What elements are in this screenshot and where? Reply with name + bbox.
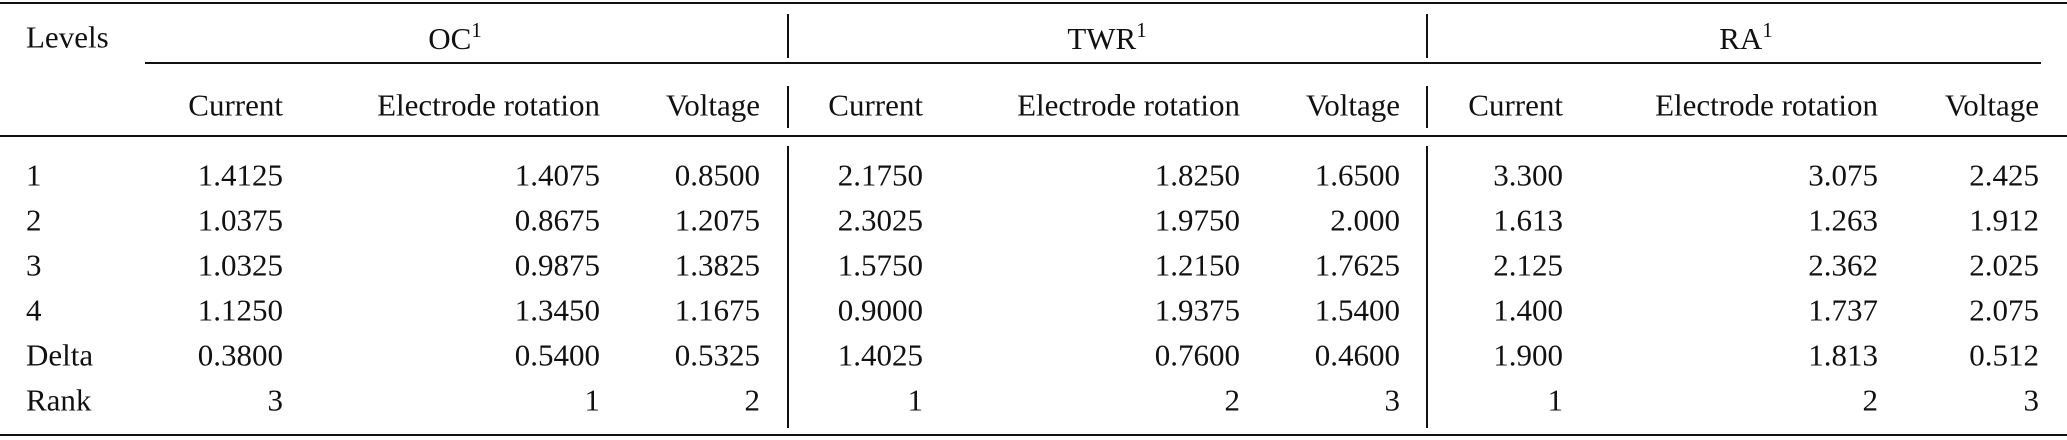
cell: 2.075 [1969, 292, 2039, 328]
cell: 0.9000 [837, 292, 923, 328]
cell: 1 [1547, 382, 1564, 418]
rule [787, 86, 789, 128]
cell: 1.0325 [197, 247, 283, 283]
footnote-mark: 1 [1762, 18, 1773, 42]
cell: 1.3450 [514, 292, 600, 328]
cell: 1.9750 [1154, 202, 1240, 238]
row-label: 3 [26, 247, 42, 283]
row-label: 2 [26, 202, 42, 238]
rule [1426, 14, 1428, 58]
group-name: TWR [1067, 21, 1137, 56]
column-header: Voltage [1305, 87, 1400, 123]
cell: 3.300 [1493, 157, 1563, 193]
cell: 1.8250 [1154, 157, 1240, 193]
rule [0, 135, 2067, 137]
cell: 1.737 [1808, 292, 1878, 328]
cell: 1 [584, 382, 601, 418]
column-header: Electrode rotation [1017, 87, 1240, 123]
cell: 2.362 [1808, 247, 1878, 283]
cell: 2.425 [1969, 157, 2039, 193]
cell: 1.2075 [674, 202, 760, 238]
cell: 2.025 [1969, 247, 2039, 283]
cell: 1.0375 [197, 202, 283, 238]
row-label: Rank [26, 382, 92, 418]
cell: 2.125 [1493, 247, 1563, 283]
rule [1426, 146, 1428, 428]
cell: 1 [907, 382, 924, 418]
cell: 1.1675 [674, 292, 760, 328]
row-label: 4 [26, 292, 42, 328]
rule [787, 146, 789, 428]
column-header: Voltage [665, 87, 760, 123]
column-header: Electrode rotation [1655, 87, 1878, 123]
cell: 1.2150 [1154, 247, 1240, 283]
rule [787, 14, 789, 58]
cell: 1.6500 [1314, 157, 1400, 193]
cell: 1.813 [1808, 337, 1878, 373]
column-header: Voltage [1944, 87, 2039, 123]
cell: 1.4125 [197, 157, 283, 193]
column-header: Current [1468, 87, 1563, 123]
cell: 0.8675 [514, 202, 600, 238]
cell: 1.4075 [514, 157, 600, 193]
cell: 0.3800 [197, 337, 283, 373]
footnote-mark: 1 [1136, 18, 1147, 42]
row-label: Delta [26, 337, 94, 373]
cell: 3 [2023, 382, 2040, 418]
cell: 2 [1224, 382, 1241, 418]
cell: 1.7625 [1314, 247, 1400, 283]
rule [145, 62, 2041, 64]
cell: 0.9875 [514, 247, 600, 283]
cell: 0.5325 [674, 337, 760, 373]
cell: 0.5400 [514, 337, 600, 373]
cell: 2.1750 [837, 157, 923, 193]
cell: 0.7600 [1154, 337, 1240, 373]
column-header: Electrode rotation [377, 87, 600, 123]
group-name: OC [428, 21, 472, 56]
cell: 1.5750 [837, 247, 923, 283]
cell: 1.613 [1493, 202, 1563, 238]
cell: 2 [1862, 382, 1879, 418]
rule [0, 434, 2067, 436]
cell: 1.263 [1808, 202, 1878, 238]
cell: 2.3025 [837, 202, 923, 238]
group-name: RA [1719, 21, 1763, 56]
cell: 1.900 [1493, 337, 1563, 373]
cell: 3 [1384, 382, 1401, 418]
cell: 1.400 [1493, 292, 1563, 328]
column-header: Current [188, 87, 283, 123]
cell: 3 [267, 382, 284, 418]
cell: 2.000 [1330, 202, 1400, 238]
cell: 0.4600 [1314, 337, 1400, 373]
row-header: Levels [26, 19, 109, 55]
cell: 3.075 [1808, 157, 1878, 193]
cell: 1.9375 [1154, 292, 1240, 328]
group-header: TWR1 [1067, 18, 1147, 56]
group-header: OC1 [428, 18, 482, 56]
cell: 1.912 [1969, 202, 2039, 238]
cell: 1.4025 [837, 337, 923, 373]
cell: 1.5400 [1314, 292, 1400, 328]
group-header: RA1 [1719, 18, 1773, 56]
cell: 0.512 [1969, 337, 2039, 373]
cell: 2 [744, 382, 761, 418]
cell: 1.1250 [197, 292, 283, 328]
rule [0, 2, 2067, 4]
rule [1426, 86, 1428, 128]
row-label: 1 [26, 157, 42, 193]
cell: 1.3825 [674, 247, 760, 283]
cell: 0.8500 [674, 157, 760, 193]
column-header: Current [828, 87, 923, 123]
footnote-mark: 1 [471, 18, 482, 42]
